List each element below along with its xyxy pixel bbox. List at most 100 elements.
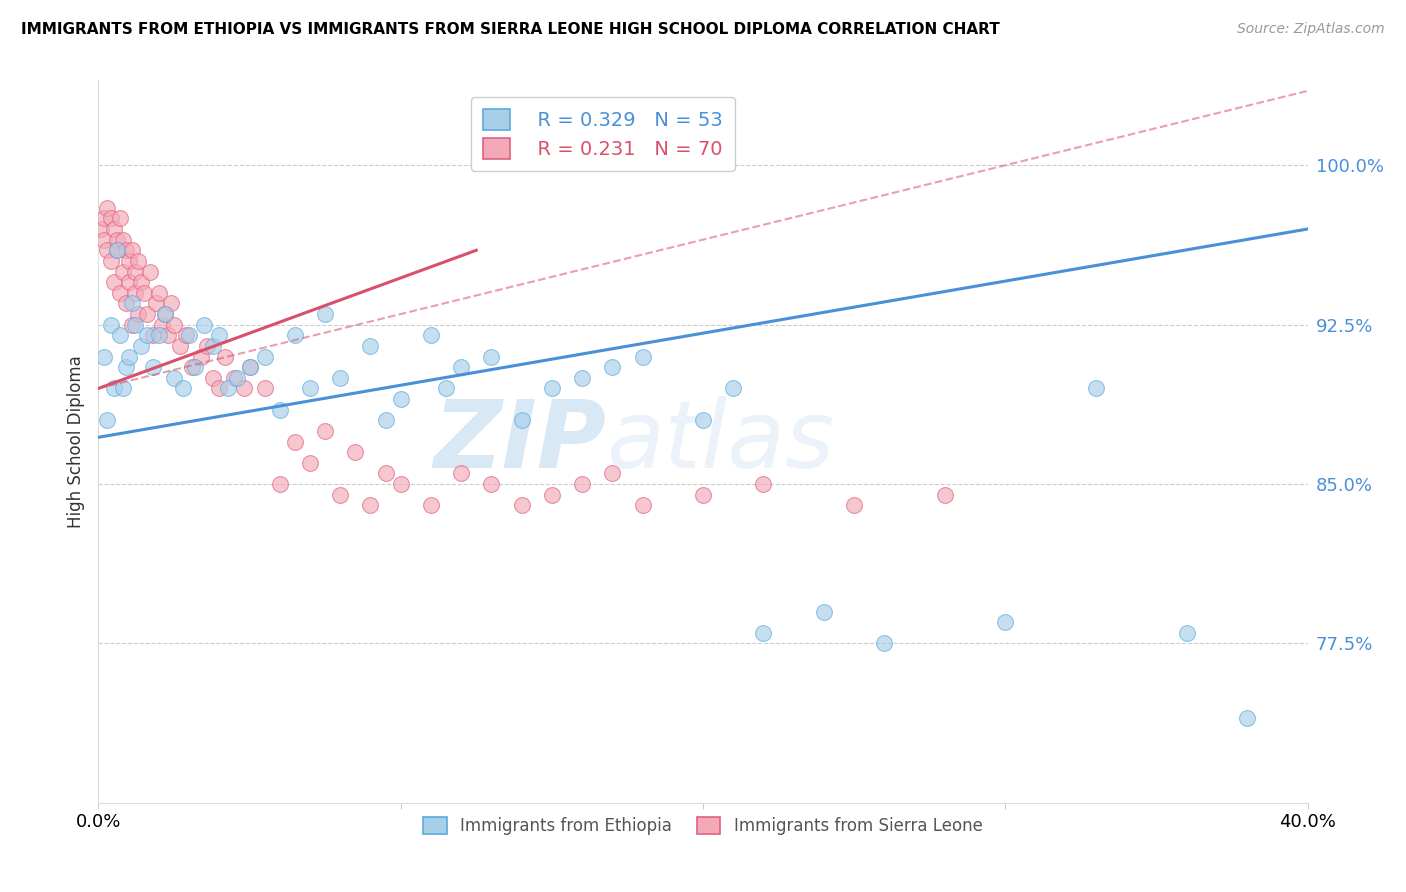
Point [253,381,276,395]
Point [103,222,125,236]
Point [844,498,866,512]
Point [93,211,115,226]
Point [481,477,503,491]
Point [217,381,239,395]
Point [184,360,207,375]
Point [269,477,291,491]
Point [124,318,146,332]
Point [150,318,173,332]
Point [450,467,472,481]
Point [96,244,118,258]
Point [90,222,112,236]
Point [299,381,322,395]
Point [208,381,231,395]
Point [172,381,194,395]
Point [299,456,322,470]
Point [374,467,396,481]
Point [389,392,412,406]
Point [93,350,115,364]
Legend: Immigrants from Ethiopia, Immigrants from Sierra Leone: Immigrants from Ethiopia, Immigrants fro… [416,810,990,841]
Point [114,244,136,258]
Point [360,339,382,353]
Point [540,381,562,395]
Point [934,488,956,502]
Point [994,615,1017,629]
Point [269,402,291,417]
Point [602,467,624,481]
Point [142,328,165,343]
Point [329,371,352,385]
Point [1175,625,1198,640]
Point [129,275,152,289]
Point [121,318,143,332]
Point [239,360,262,375]
Point [481,350,503,364]
Point [96,201,118,215]
Point [752,625,775,640]
Text: ZIP: ZIP [433,395,606,488]
Point [208,328,231,343]
Point [163,371,186,385]
Point [124,264,146,278]
Point [284,328,307,343]
Point [284,434,307,449]
Point [129,339,152,353]
Point [156,328,179,343]
Point [118,275,141,289]
Point [329,488,352,502]
Point [132,285,155,300]
Point [420,498,443,512]
Point [127,307,149,321]
Point [631,350,654,364]
Point [148,328,170,343]
Point [121,244,143,258]
Point [103,275,125,289]
Point [540,488,562,502]
Point [873,636,896,650]
Point [571,477,593,491]
Point [314,424,336,438]
Point [420,328,443,343]
Point [96,413,118,427]
Point [239,360,262,375]
Point [179,328,201,343]
Point [118,253,141,268]
Point [135,307,157,321]
Point [450,360,472,375]
Point [153,307,176,321]
Point [148,285,170,300]
Point [202,371,225,385]
Point [118,350,141,364]
Point [374,413,396,427]
Point [174,328,197,343]
Text: atlas: atlas [606,396,835,487]
Point [160,296,183,310]
Point [121,296,143,310]
Point [190,350,212,364]
Point [108,285,131,300]
Point [181,360,204,375]
Point [103,381,125,395]
Point [1085,381,1108,395]
Point [389,477,412,491]
Point [124,285,146,300]
Point [135,328,157,343]
Text: Source: ZipAtlas.com: Source: ZipAtlas.com [1237,22,1385,37]
Point [344,445,367,459]
Point [114,360,136,375]
Point [360,498,382,512]
Point [105,244,128,258]
Point [202,339,225,353]
Point [193,318,215,332]
Point [434,381,457,395]
Point [1236,711,1258,725]
Point [111,381,134,395]
Point [232,381,254,395]
Point [114,296,136,310]
Point [111,233,134,247]
Point [253,350,276,364]
Point [145,296,167,310]
Point [813,605,835,619]
Point [723,381,745,395]
Point [314,307,336,321]
